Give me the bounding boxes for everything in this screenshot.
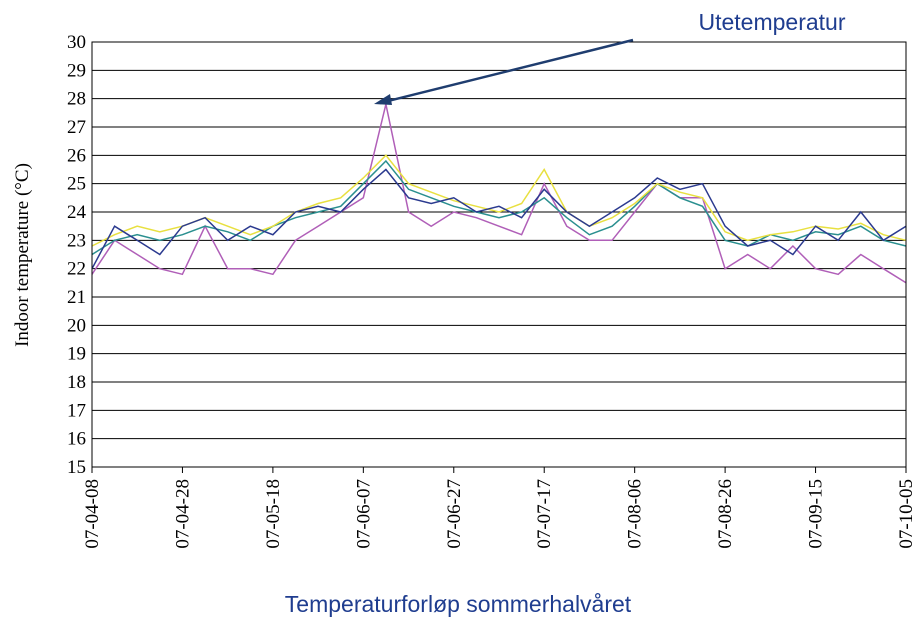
y-tick-label: 30 [67, 32, 86, 53]
y-tick-label: 22 [67, 259, 86, 280]
x-tick-label: 07-04-08 [82, 479, 103, 549]
y-tick-label: 16 [67, 429, 86, 450]
series-line [91, 168, 907, 270]
y-tick-label: 27 [67, 117, 86, 138]
y-tick-label: 15 [67, 457, 86, 478]
y-axis-label: Indoor temperature (°C) [12, 163, 33, 347]
y-tick-label: 25 [67, 174, 86, 195]
y-tick-label: 29 [67, 60, 86, 81]
annotation-arrow [379, 38, 634, 105]
x-tick-label: 07-06-27 [444, 479, 465, 549]
series-line [91, 104, 907, 284]
annotation: Utetemperatur [698, 9, 845, 35]
y-tick-label: 23 [67, 230, 86, 251]
y-tick-label: 18 [67, 372, 86, 393]
x-tick-label: 07-04-28 [172, 479, 193, 549]
x-tick-label: 07-09-15 [806, 479, 827, 549]
y-tick-label: 19 [67, 344, 86, 365]
arrow-head [374, 94, 392, 105]
y-tick-label: 17 [67, 400, 86, 421]
y-tick-label: 24 [67, 202, 87, 223]
x-tick-label: 07-10-05 [896, 479, 915, 549]
y-tick-label: 28 [67, 89, 86, 110]
y-tick-label: 26 [67, 145, 86, 166]
x-tick-label: 07-05-18 [263, 479, 284, 549]
x-tick-label: 07-06-07 [353, 479, 374, 549]
x-tick-label: 07-08-26 [715, 479, 736, 549]
y-tick-label: 21 [67, 287, 86, 308]
y-tick-label: 20 [67, 315, 86, 336]
plot-border [91, 41, 907, 468]
x-tick-label: 07-07-17 [534, 479, 555, 549]
x-tick-label: 07-08-06 [625, 479, 646, 549]
chart-title: Temperaturforløp sommerhalvåret [285, 591, 632, 617]
series-line [91, 154, 907, 247]
